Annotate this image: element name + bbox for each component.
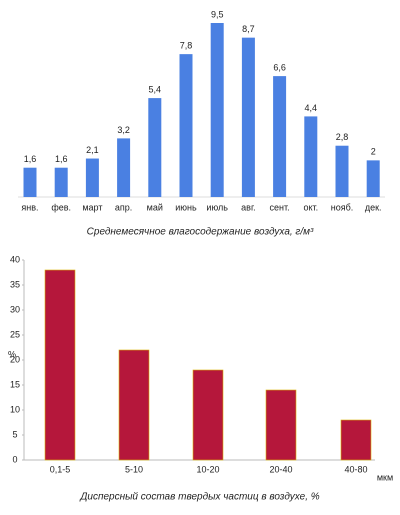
bar [148, 98, 162, 197]
bar [366, 160, 380, 197]
x-tick-label: май [147, 202, 163, 212]
value-label: 9,5 [211, 9, 224, 19]
value-label: 4,4 [305, 103, 318, 113]
y-tick-label: 40 [10, 254, 20, 264]
y-axis-label: % [8, 349, 16, 359]
bar [118, 349, 150, 461]
x-tick-label: март [82, 202, 102, 212]
x-tick-label: сент. [270, 202, 290, 212]
value-label: 2 [371, 147, 376, 157]
value-label: 1,6 [55, 154, 68, 164]
x-tick-label: 5-10 [125, 464, 143, 474]
bar [23, 167, 37, 197]
y-tick-label: 10 [10, 404, 20, 414]
x-tick-label: 40-80 [344, 464, 367, 474]
value-label: 2,1 [86, 145, 99, 155]
y-tick-label: 0 [12, 454, 17, 464]
x-tick-label: авг. [241, 202, 255, 212]
bar [265, 389, 297, 461]
value-label: 5,4 [149, 84, 162, 94]
y-tick-label: 5 [12, 429, 17, 439]
x-tick-label: окт. [303, 202, 318, 212]
value-label: 7,8 [180, 41, 193, 51]
bar [273, 76, 287, 197]
value-label: 8,7 [242, 24, 255, 34]
bar [54, 167, 68, 197]
x-axis-label: мкм [377, 472, 393, 482]
x-tick-label: янв. [21, 202, 38, 212]
bar [210, 23, 224, 197]
x-tick-label: июнь [175, 202, 197, 212]
y-tick-label: 20 [10, 354, 20, 364]
value-label: 3,2 [117, 125, 130, 135]
y-tick-label: 30 [10, 304, 20, 314]
bar [192, 369, 224, 461]
bar [335, 145, 349, 197]
x-tick-label: нояб. [331, 202, 354, 212]
value-label: 6,6 [273, 62, 286, 72]
bar [85, 158, 99, 197]
bar [179, 54, 193, 197]
value-label: 2,8 [336, 132, 349, 142]
x-tick-label: 10-20 [196, 464, 219, 474]
x-tick-label: фев. [51, 202, 71, 212]
value-label: 1,6 [24, 154, 37, 164]
x-tick-label: дек. [365, 202, 382, 212]
x-tick-label: апр. [115, 202, 132, 212]
x-tick-label: июль [206, 202, 228, 212]
chart-title: Среднемесячное влагосодержание воздуха, … [87, 227, 314, 238]
bar [304, 116, 318, 197]
bar [44, 269, 76, 461]
chart-title: Дисперсный состав твердых частиц в возду… [79, 492, 319, 503]
x-tick-label: 0,1-5 [50, 464, 71, 474]
x-tick-label: 20-40 [269, 464, 292, 474]
y-tick-label: 25 [10, 329, 20, 339]
bar [117, 138, 131, 197]
y-tick-label: 35 [10, 279, 20, 289]
bar [241, 37, 255, 197]
bar [340, 419, 372, 461]
y-tick-label: 15 [10, 379, 20, 389]
